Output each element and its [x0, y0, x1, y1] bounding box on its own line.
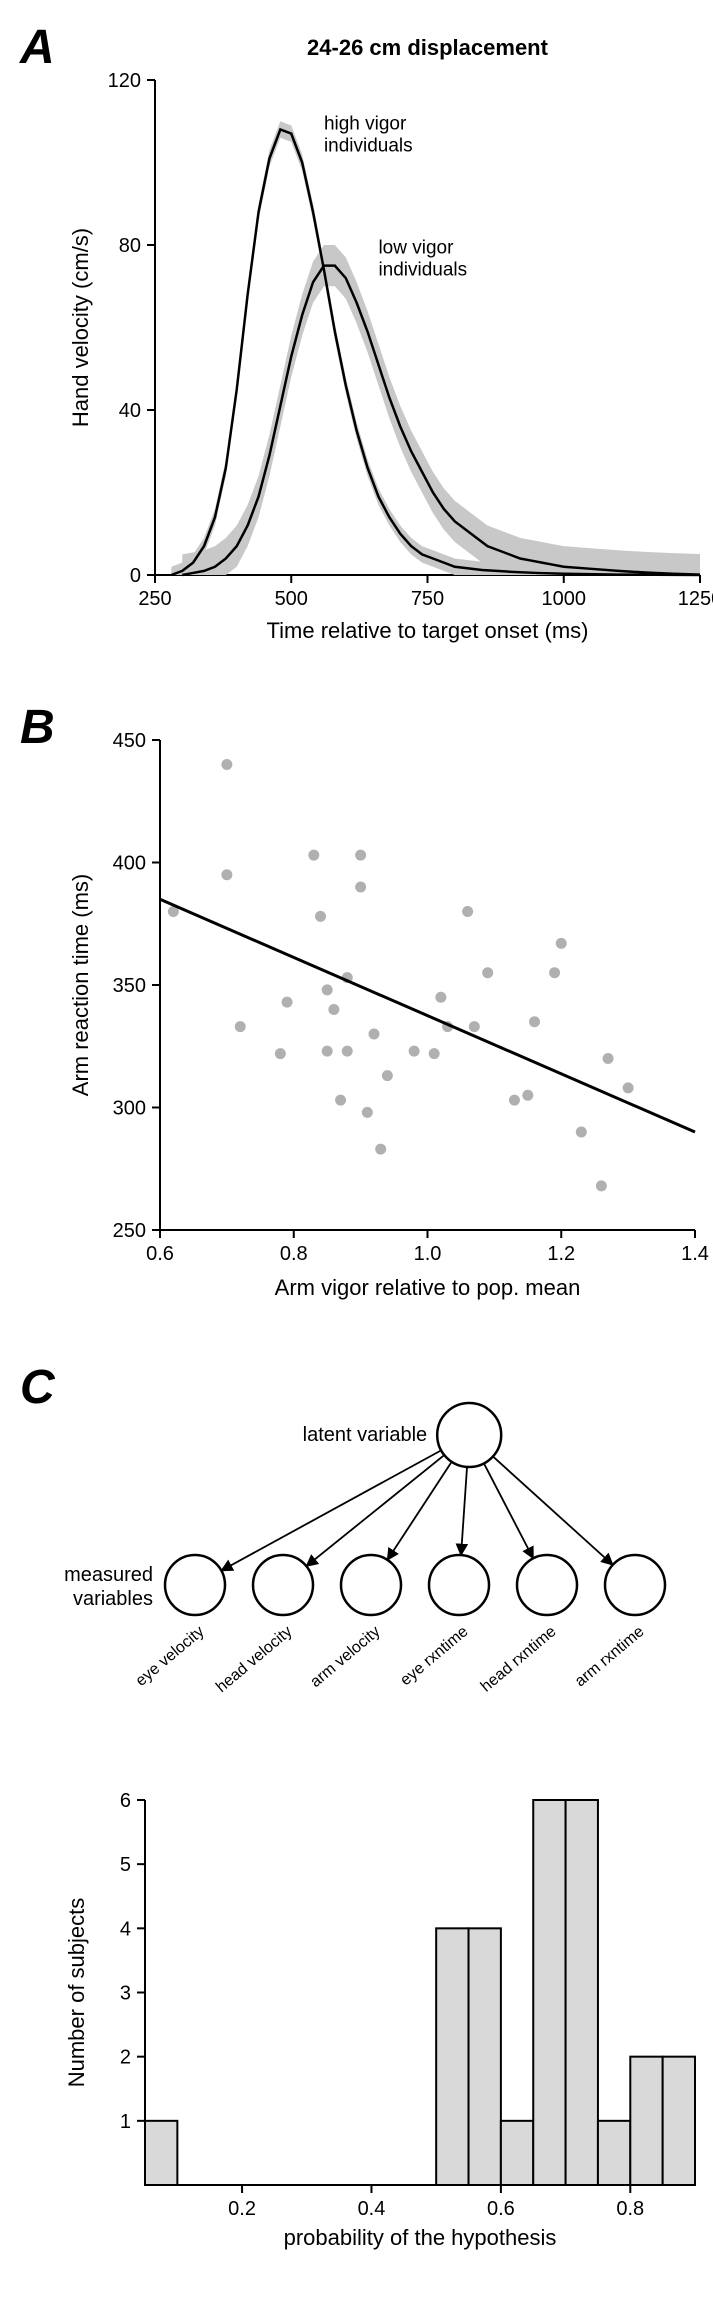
panel-b-chart: 0.6 0.8 1.0 1.2 1.4 250 300 350 400 450 Arm vigor …: [60, 710, 713, 1310]
svg-text:latent variable: latent variable: [303, 1424, 428, 1446]
svg-text:1: 1: [120, 2111, 131, 2133]
svg-text:1000: 1000: [542, 588, 587, 610]
svg-text:Arm reaction time (ms): Arm reaction time (ms): [68, 874, 93, 1096]
svg-text:Number of subjects: Number of subjects: [64, 1898, 89, 2088]
svg-text:eye rxntime: eye rxntime: [397, 1623, 471, 1689]
svg-text:250: 250: [138, 588, 171, 610]
panel-a-chart: 250 500 750 1000 1250 0 40 80 120 24-26 cm displa…: [60, 30, 713, 650]
svg-text:1.4: 1.4: [681, 1243, 709, 1265]
panel-c: C latent variable eye velocityhead veloci…: [20, 1360, 693, 2260]
svg-text:1.2: 1.2: [547, 1243, 575, 1265]
svg-text:120: 120: [108, 70, 141, 92]
svg-text:0.6: 0.6: [487, 2198, 515, 2220]
svg-text:0.6: 0.6: [146, 1243, 174, 1265]
svg-text:4: 4: [120, 1918, 131, 1940]
svg-text:arm rxntime: arm rxntime: [572, 1623, 648, 1690]
svg-text:low vigor: low vigor: [378, 237, 454, 258]
svg-text:probability of the hypothesis: probability of the hypothesis: [284, 2225, 557, 2250]
svg-text:24-26 cm displacement: 24-26 cm displacement: [307, 35, 549, 60]
svg-text:variables: variables: [73, 1588, 153, 1610]
panel-c-histogram: 0.2 0.4 0.6 0.8 1 2 3 4 5 6 probability of the hyp…: [60, 1780, 713, 2260]
svg-text:400: 400: [113, 853, 146, 875]
svg-text:Hand velocity (cm/s): Hand velocity (cm/s): [68, 228, 93, 427]
panel-a-label: A: [20, 20, 55, 75]
svg-text:350: 350: [113, 975, 146, 997]
svg-text:750: 750: [411, 588, 444, 610]
svg-text:Time relative to target onset: Time relative to target onset (ms): [267, 618, 589, 643]
svg-text:5: 5: [120, 1854, 131, 1876]
svg-text:individuals: individuals: [378, 259, 467, 280]
svg-text:head velocity: head velocity: [213, 1623, 295, 1696]
svg-text:2: 2: [120, 2047, 131, 2069]
panel-c-diagram: latent variable eye velocityhead velocity…: [60, 1380, 713, 1760]
svg-text:1.0: 1.0: [414, 1243, 442, 1265]
svg-text:40: 40: [119, 400, 141, 422]
panel-a: A 250500750100012500408012024-26 cm disp…: [20, 20, 693, 660]
svg-text:450: 450: [113, 730, 146, 752]
svg-text:0.4: 0.4: [358, 2198, 386, 2220]
svg-text:6: 6: [120, 1790, 131, 1812]
svg-text:300: 300: [113, 1098, 146, 1120]
svg-text:80: 80: [119, 235, 141, 257]
svg-text:1250: 1250: [678, 588, 713, 610]
svg-text:0.8: 0.8: [616, 2198, 644, 2220]
svg-text:eye velocity: eye velocity: [133, 1623, 208, 1690]
svg-text:individuals: individuals: [324, 136, 413, 157]
panel-b-label: B: [20, 700, 55, 755]
panel-b: B 0.60.81.01.21.4250300350400450Arm vigo…: [20, 700, 693, 1320]
svg-text:0.2: 0.2: [228, 2198, 256, 2220]
svg-text:high vigor: high vigor: [324, 114, 407, 135]
svg-text:0.8: 0.8: [280, 1243, 308, 1265]
svg-text:0: 0: [130, 565, 141, 587]
svg-text:measured: measured: [64, 1564, 153, 1586]
svg-text:500: 500: [275, 588, 308, 610]
svg-text:3: 3: [120, 1983, 131, 2005]
panel-c-label: C: [20, 1360, 55, 1415]
svg-text:250: 250: [113, 1220, 146, 1242]
svg-text:head rxntime: head rxntime: [478, 1623, 560, 1696]
svg-text:Arm vigor relative to pop. mea: Arm vigor relative to pop. mean: [275, 1275, 581, 1300]
svg-text:arm velocity: arm velocity: [307, 1623, 383, 1691]
